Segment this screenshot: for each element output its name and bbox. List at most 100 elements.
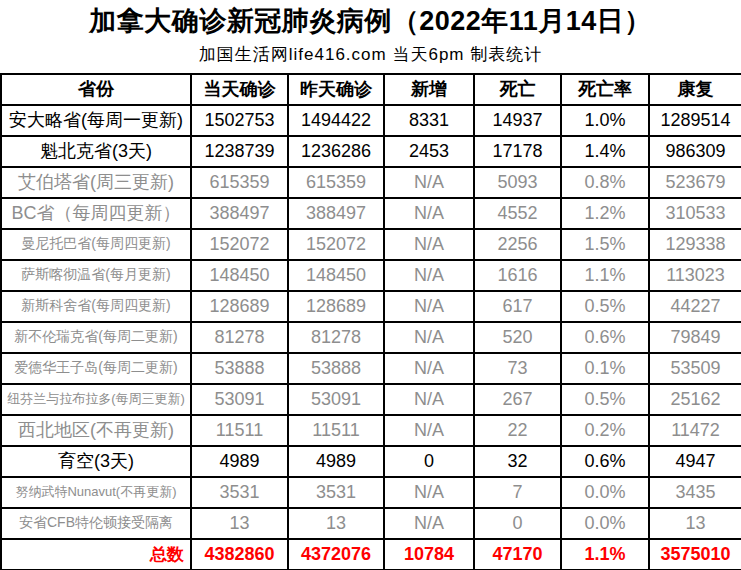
province-cell: 魁北克省(3天) (1, 136, 191, 167)
table-row: BC省（每周四更新）388497388497N/A45521.2%310533 (1, 198, 741, 229)
value-cell: 1494422 (288, 105, 384, 136)
value-cell: 53509 (649, 353, 741, 384)
value-cell: 1616 (474, 260, 561, 291)
value-cell: 1.5% (561, 229, 649, 260)
value-cell: 7 (474, 477, 561, 508)
covid-stats-table: 省份当天确诊昨天确诊新增死亡死亡率康复 安大略省(每周一更新)150275314… (0, 73, 741, 570)
value-cell: 520 (474, 322, 561, 353)
value-cell: N/A (384, 291, 474, 322)
value-cell: 1.1% (561, 260, 649, 291)
province-cell: 新不伦瑞克省(每周二更新) (1, 322, 191, 353)
value-cell: 53091 (288, 384, 384, 415)
value-cell: 128689 (288, 291, 384, 322)
value-cell: 986309 (649, 136, 741, 167)
table-row: 爱德华王子岛(每周二更新)5388853888N/A730.1%53509 (1, 353, 741, 384)
value-cell: 310533 (649, 198, 741, 229)
value-cell: 81278 (191, 322, 288, 353)
value-cell: 32 (474, 446, 561, 477)
value-cell: 4989 (288, 446, 384, 477)
table-row: 育空(3天)498949890320.6%4947 (1, 446, 741, 477)
value-cell: 0.5% (561, 291, 649, 322)
value-cell: 1.4% (561, 136, 649, 167)
table-row: 安省CFB特伦顿接受隔离1313N/A00.0%13 (1, 508, 741, 539)
province-cell: 艾伯塔省(周三更新) (1, 167, 191, 198)
total-row: 总数4382860437207610784471701.1%3575010 (1, 539, 741, 570)
value-cell: N/A (384, 384, 474, 415)
value-cell: 0.6% (561, 446, 649, 477)
page-subtitle: 加国生活网life416.com 当天6pm 制表统计 (0, 43, 741, 66)
value-cell: 129338 (649, 229, 741, 260)
province-cell: 总数 (1, 539, 191, 570)
value-cell: 79849 (649, 322, 741, 353)
value-cell: 2453 (384, 136, 474, 167)
value-cell: N/A (384, 508, 474, 539)
province-cell: 纽芬兰与拉布拉多(每周三更新) (1, 384, 191, 415)
column-header-0: 省份 (1, 74, 191, 105)
value-cell: 1502753 (191, 105, 288, 136)
value-cell: 388497 (191, 198, 288, 229)
value-cell: 1236286 (288, 136, 384, 167)
value-cell: 148450 (191, 260, 288, 291)
value-cell: 53091 (191, 384, 288, 415)
value-cell: 0.0% (561, 477, 649, 508)
value-cell: 13 (649, 508, 741, 539)
table-row: 西北地区(不再更新)1151111511N/A220.2%11472 (1, 415, 741, 446)
value-cell: 1238739 (191, 136, 288, 167)
value-cell: 113023 (649, 260, 741, 291)
value-cell: 615359 (191, 167, 288, 198)
value-cell: 53888 (191, 353, 288, 384)
value-cell: 8331 (384, 105, 474, 136)
province-cell: 新斯科舍省(每周四更新) (1, 291, 191, 322)
value-cell: 25162 (649, 384, 741, 415)
value-cell: 13 (191, 508, 288, 539)
value-cell: 73 (474, 353, 561, 384)
province-cell: 安大略省(每周一更新) (1, 105, 191, 136)
value-cell: 388497 (288, 198, 384, 229)
value-cell: 3575010 (649, 539, 741, 570)
province-cell: 安省CFB特伦顿接受隔离 (1, 508, 191, 539)
province-cell: 努纳武特Nunavut(不再更新) (1, 477, 191, 508)
value-cell: 4552 (474, 198, 561, 229)
value-cell: 53888 (288, 353, 384, 384)
value-cell: 0.2% (561, 415, 649, 446)
value-cell: 0.6% (561, 322, 649, 353)
value-cell: 47170 (474, 539, 561, 570)
value-cell: N/A (384, 167, 474, 198)
value-cell: N/A (384, 477, 474, 508)
value-cell: N/A (384, 229, 474, 260)
value-cell: 128689 (191, 291, 288, 322)
table-row: 安大略省(每周一更新)150275314944228331149371.0%12… (1, 105, 741, 136)
value-cell: 2256 (474, 229, 561, 260)
value-cell: 3531 (288, 477, 384, 508)
value-cell: N/A (384, 198, 474, 229)
table-row: 努纳武特Nunavut(不再更新)35313531N/A70.0%3435 (1, 477, 741, 508)
page-title: 加拿大确诊新冠肺炎病例（2022年11月14日） (0, 0, 741, 37)
column-header-6: 康复 (649, 74, 741, 105)
value-cell: 4989 (191, 446, 288, 477)
value-cell: 0.5% (561, 384, 649, 415)
value-cell: 0 (384, 446, 474, 477)
column-header-2: 昨天确诊 (288, 74, 384, 105)
province-cell: BC省（每周四更新） (1, 198, 191, 229)
value-cell: 4947 (649, 446, 741, 477)
value-cell: 1.2% (561, 198, 649, 229)
value-cell: 267 (474, 384, 561, 415)
table-row: 曼尼托巴省(每周四更新)152072152072N/A22561.5%12933… (1, 229, 741, 260)
page: 加拿大确诊新冠肺炎病例（2022年11月14日） 加国生活网life416.co… (0, 0, 741, 570)
value-cell: 22 (474, 415, 561, 446)
value-cell: 617 (474, 291, 561, 322)
value-cell: 4372076 (288, 539, 384, 570)
table-row: 新不伦瑞克省(每周二更新)8127881278N/A5200.6%79849 (1, 322, 741, 353)
value-cell: 152072 (191, 229, 288, 260)
table-row: 魁北克省(3天)123873912362862453171781.4%98630… (1, 136, 741, 167)
province-cell: 曼尼托巴省(每周四更新) (1, 229, 191, 260)
column-header-4: 死亡 (474, 74, 561, 105)
value-cell: 5093 (474, 167, 561, 198)
value-cell: 3435 (649, 477, 741, 508)
value-cell: 81278 (288, 322, 384, 353)
table-header-row: 省份当天确诊昨天确诊新增死亡死亡率康复 (1, 74, 741, 105)
value-cell: 1.1% (561, 539, 649, 570)
value-cell: 4382860 (191, 539, 288, 570)
province-cell: 西北地区(不再更新) (1, 415, 191, 446)
table-body: 安大略省(每周一更新)150275314944228331149371.0%12… (1, 105, 741, 570)
